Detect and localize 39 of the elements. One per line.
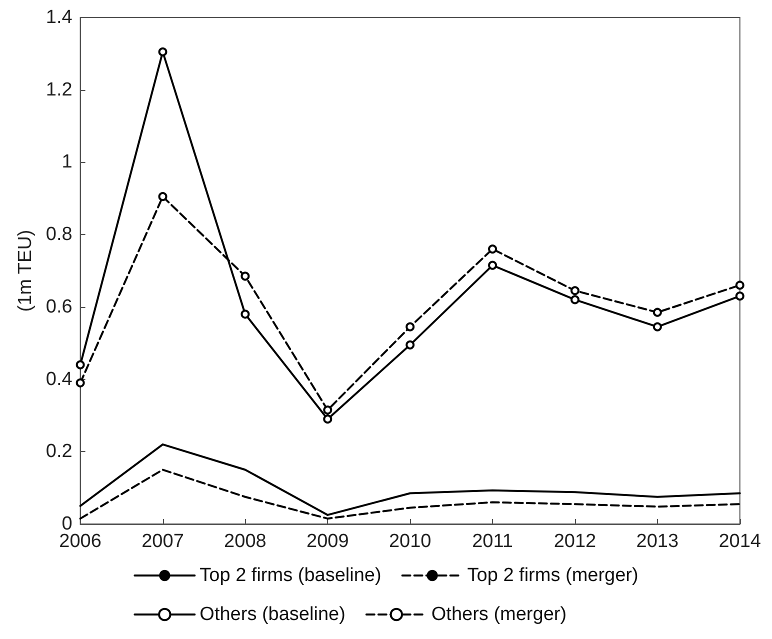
point (240, 310, 250, 319)
y-tick-label: 1.2 (46, 79, 72, 100)
point (158, 47, 168, 56)
legend-label: Others (baseline) (200, 604, 346, 625)
point (735, 280, 744, 290)
point (488, 244, 498, 254)
x-tick-label: 2013 (636, 531, 679, 552)
x-tick-label: 2012 (554, 531, 596, 552)
y-tick-label: 1.4 (46, 7, 73, 28)
x-tick-label: 2010 (388, 531, 432, 552)
point (76, 360, 85, 370)
y-axis-title: (1m TEU) (15, 230, 36, 312)
x-tick-label: 2011 (472, 531, 513, 552)
point (406, 340, 415, 350)
x-tick-label: 2014 (718, 531, 762, 552)
y-tick-label: 0.6 (46, 296, 72, 318)
line-series (79, 443, 741, 516)
x-tick-label: 2008 (224, 531, 266, 552)
point (570, 295, 580, 304)
point (158, 192, 168, 202)
point (652, 322, 662, 332)
y-tick-label: 0.8 (46, 224, 72, 246)
point (652, 308, 662, 317)
legend-label: Top 2 firms (baseline) (200, 565, 382, 586)
point (240, 272, 250, 281)
point (323, 414, 332, 424)
legend-label: Others (merger) (431, 604, 567, 625)
point (323, 406, 332, 415)
point (488, 260, 498, 270)
legend-label: Top 2 firms (merger) (467, 565, 638, 586)
point (570, 286, 580, 296)
point (406, 322, 415, 332)
x-tick-label: 2009 (306, 531, 349, 552)
x-tick-label: 2007 (142, 531, 184, 552)
y-tick-label: 1 (62, 152, 72, 173)
point (735, 292, 744, 301)
point (76, 378, 85, 388)
y-tick-label: 0.4 (46, 368, 73, 390)
y-tick-label: 0.2 (46, 441, 72, 462)
